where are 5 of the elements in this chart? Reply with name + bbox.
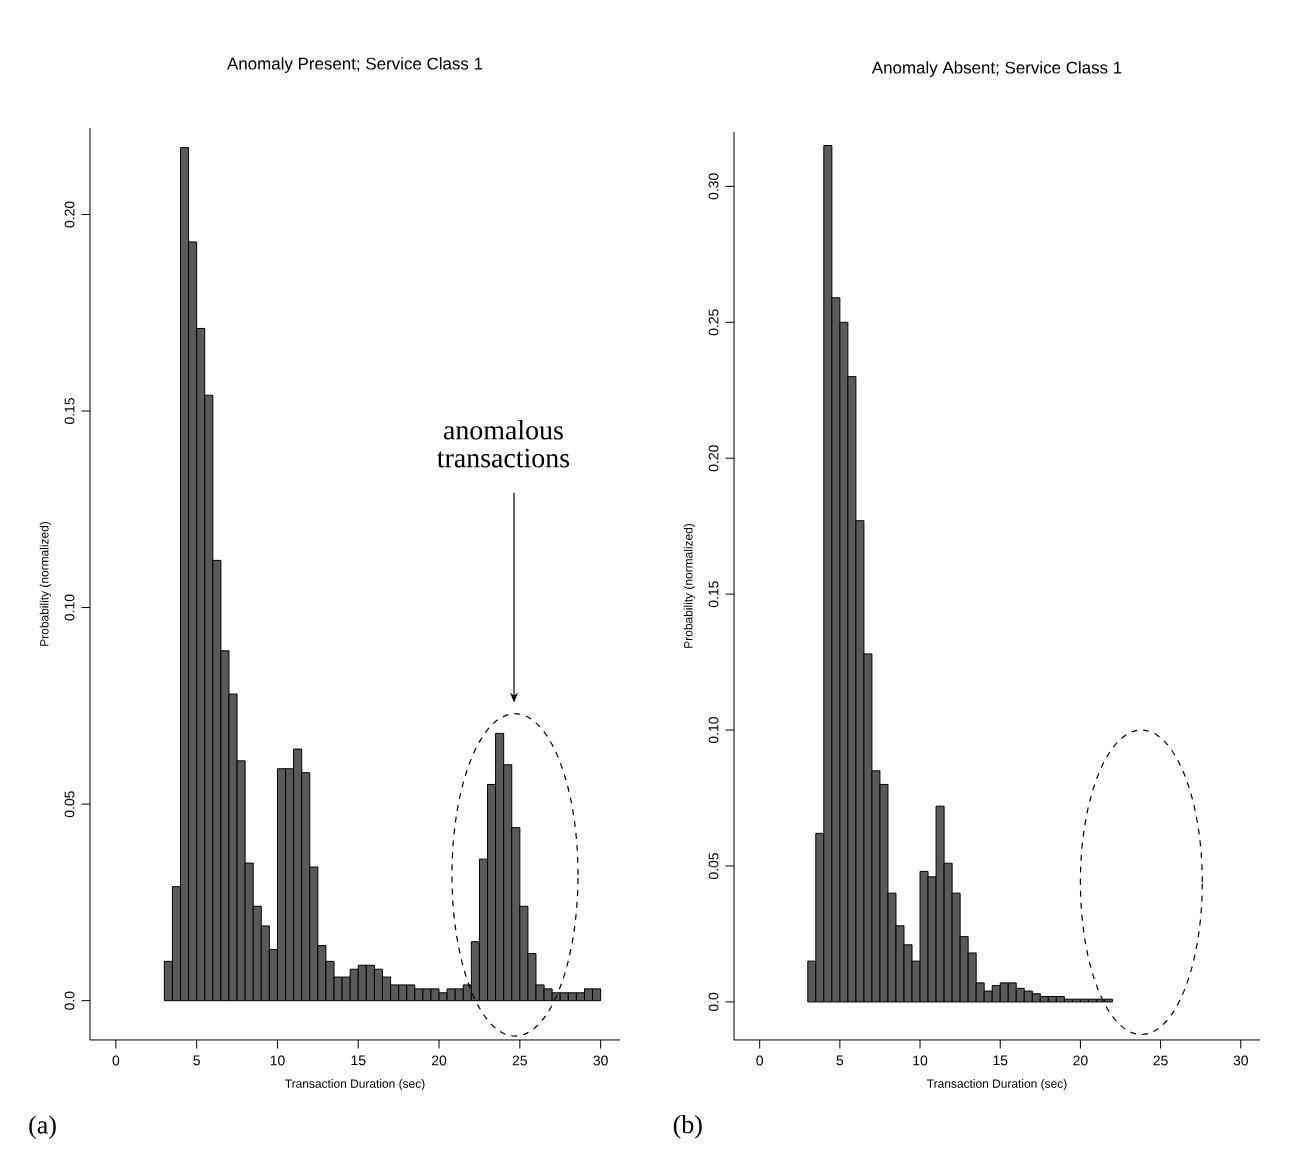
annotation: anomalous transactions xyxy=(437,419,570,468)
chart-title: Anomaly Absent; Service Class 1 xyxy=(871,61,1122,77)
text: (b) xyxy=(673,1115,702,1139)
text: (a) xyxy=(29,1115,56,1139)
chart-title: Anomaly Present; Service Class 1 xyxy=(227,57,483,73)
